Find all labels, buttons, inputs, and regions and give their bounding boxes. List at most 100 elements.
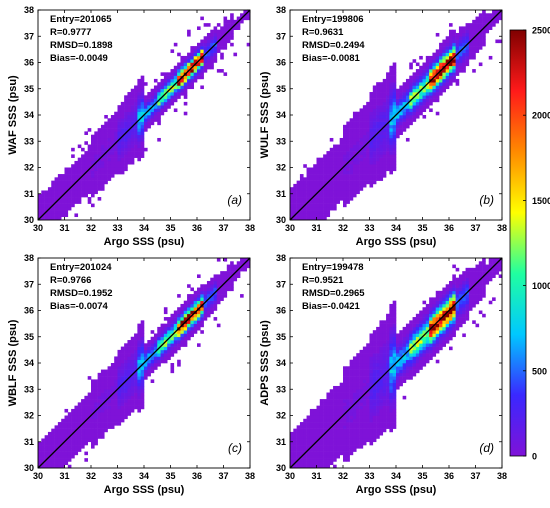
heatmap-cell (137, 121, 141, 126)
heatmap-cell (449, 52, 453, 57)
heatmap-cell (100, 183, 105, 188)
heatmap-cell (472, 280, 476, 285)
heatmap-cell (114, 164, 118, 168)
heatmap-cell (74, 200, 79, 204)
heatmap-cell (220, 26, 224, 30)
heatmap-cell (110, 134, 115, 139)
heatmap-cell (71, 177, 75, 181)
heatmap-cell (445, 340, 450, 344)
heatmap-cell (319, 458, 324, 462)
heatmap-cell (382, 82, 387, 86)
heatmap-cell (478, 284, 483, 288)
heatmap-cell (389, 336, 393, 341)
heatmap-cell (346, 174, 350, 178)
heatmap-cell (81, 147, 85, 152)
heatmap-cell (359, 124, 364, 129)
heatmap-cell (356, 124, 360, 129)
heatmap-cell (389, 137, 393, 142)
heatmap-cell (233, 52, 238, 57)
y-tick-label: 36 (276, 306, 286, 316)
heatmap-cell (71, 197, 75, 201)
heatmap-cell (124, 124, 128, 129)
heatmap-cell (177, 323, 181, 328)
heatmap-cell (177, 95, 181, 99)
heatmap-cell (382, 118, 387, 122)
heatmap-cell (362, 382, 367, 387)
heatmap-cell (386, 422, 390, 426)
heatmap-cell (130, 336, 135, 341)
heatmap-cell (405, 330, 410, 334)
x-tick-label: 32 (338, 223, 348, 233)
heatmap-cell (389, 85, 393, 90)
heatmap-cell (422, 343, 427, 347)
heatmap-cell (339, 431, 344, 436)
heatmap-cell (356, 382, 360, 387)
heatmap-cell (455, 72, 460, 76)
heatmap-cell (54, 190, 59, 195)
heatmap-cell (220, 294, 224, 298)
heatmap-cell (429, 356, 433, 361)
heatmap-cell (44, 454, 49, 459)
heatmap-cell (402, 128, 407, 132)
heatmap-cell (127, 385, 132, 390)
heatmap-cell (362, 441, 367, 446)
heatmap-cell (127, 408, 132, 413)
heatmap-cell (230, 19, 234, 24)
heatmap-cell (114, 412, 118, 416)
heatmap-cell (359, 115, 364, 119)
heatmap-cell (356, 131, 360, 135)
heatmap-cell (382, 320, 387, 324)
heatmap-cell (77, 441, 82, 446)
heatmap-cell (91, 203, 95, 208)
heatmap-cell (419, 95, 423, 99)
heatmap-cell (475, 323, 480, 328)
heatmap-cell (67, 418, 72, 423)
heatmap-cell (210, 39, 214, 44)
heatmap-cell (134, 101, 138, 106)
heatmap-cell (127, 402, 132, 406)
heatmap-cell (349, 128, 354, 132)
heatmap-cell (47, 203, 52, 208)
heatmap-cell (475, 274, 480, 278)
heatmap-cell (429, 330, 433, 334)
heatmap-cell (100, 177, 105, 181)
heatmap-cell (57, 216, 62, 221)
heatmap-cell (104, 128, 108, 132)
heatmap-cell (389, 95, 393, 99)
heatmap-cell (293, 183, 297, 188)
heatmap-cell (386, 392, 390, 397)
heatmap-cell (137, 399, 141, 403)
heatmap-cell (356, 187, 360, 191)
heatmap-cell (475, 267, 480, 272)
heatmap-cell (120, 167, 125, 172)
stat-line: Entry=199806 (302, 14, 364, 25)
heatmap-cell (130, 92, 135, 96)
heatmap-cell (472, 267, 476, 272)
heatmap-cell (362, 405, 367, 410)
heatmap-cell (366, 154, 370, 158)
heatmap-cell (160, 346, 165, 351)
heatmap-cell (74, 193, 79, 198)
heatmap-cell (346, 154, 350, 158)
heatmap-cell (389, 412, 393, 416)
heatmap-cell (150, 98, 155, 103)
heatmap-cell (203, 55, 208, 60)
heatmap-cell (376, 412, 380, 416)
heatmap-cell (193, 46, 198, 50)
heatmap-cell (124, 408, 128, 413)
heatmap-cell (41, 438, 45, 443)
heatmap-cell (478, 271, 483, 275)
heatmap-cell (220, 297, 224, 301)
heatmap-cell (57, 435, 62, 439)
heatmap-cell (140, 85, 145, 90)
heatmap-cell (190, 307, 194, 311)
heatmap-cell (422, 359, 427, 364)
heatmap-cell (114, 405, 118, 410)
heatmap-cell (57, 190, 62, 195)
heatmap-cell (343, 454, 347, 459)
heatmap-cell (449, 62, 453, 67)
heatmap-cell (336, 154, 340, 158)
heatmap-cell (386, 412, 390, 416)
heatmap-cell (157, 330, 161, 334)
heatmap-cell (57, 206, 62, 211)
